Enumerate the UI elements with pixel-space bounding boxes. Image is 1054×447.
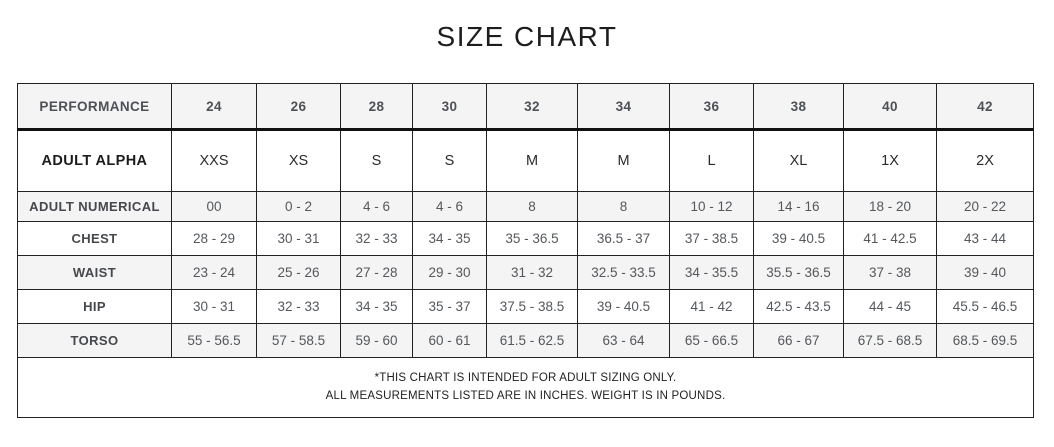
size-value-cell: S xyxy=(412,129,487,192)
size-value-cell: 8 xyxy=(577,191,670,222)
column-header-cell: 34 xyxy=(577,83,670,131)
column-header-cell: 40 xyxy=(843,83,937,131)
size-value-cell: 34 - 35 xyxy=(340,289,413,324)
size-value-cell: 37 - 38 xyxy=(843,255,937,290)
size-value-cell: M xyxy=(486,129,578,192)
size-value-cell: 57 - 58.5 xyxy=(256,323,341,358)
size-chart-table: PERFORMANCE 24 26 28 30 32 34 36 38 40 42 ADULT AL… xyxy=(17,83,1034,418)
row-label-cell: PERFORMANCE xyxy=(17,83,172,131)
measurement-row: TORSO 55 - 56.5 57 - 58.5 59 - 60 60 - 61 61.… xyxy=(17,323,1034,358)
size-value-cell: 8 xyxy=(486,191,578,222)
size-value-cell: 32 - 33 xyxy=(256,289,341,324)
row-label-cell: ADULT NUMERICAL xyxy=(17,191,172,222)
size-value-cell: 34 - 35.5 xyxy=(669,255,754,290)
size-value-cell: 2X xyxy=(936,129,1034,192)
row-label-cell: WAIST xyxy=(17,255,172,290)
size-value-cell: 25 - 26 xyxy=(256,255,341,290)
size-value-cell: 32.5 - 33.5 xyxy=(577,255,670,290)
size-value-cell: 30 - 31 xyxy=(256,221,341,256)
size-value-cell: 0 - 2 xyxy=(256,191,341,222)
column-header-cell: 32 xyxy=(486,83,578,131)
size-value-cell: 45.5 - 46.5 xyxy=(936,289,1034,324)
size-value-cell: M xyxy=(577,129,670,192)
size-value-cell: 67.5 - 68.5 xyxy=(843,323,937,358)
performance-header-row: PERFORMANCE 24 26 28 30 32 34 36 38 40 42 xyxy=(17,83,1034,131)
size-value-cell: 30 - 31 xyxy=(171,289,257,324)
size-value-cell: 31 - 32 xyxy=(486,255,578,290)
size-value-cell: 39 - 40.5 xyxy=(753,221,844,256)
size-value-cell: 43 - 44 xyxy=(936,221,1034,256)
size-value-cell: XL xyxy=(753,129,844,192)
size-value-cell: 37 - 38.5 xyxy=(669,221,754,256)
size-value-cell: 61.5 - 62.5 xyxy=(486,323,578,358)
size-value-cell: 42.5 - 43.5 xyxy=(753,289,844,324)
size-value-cell: 55 - 56.5 xyxy=(171,323,257,358)
size-value-cell: 63 - 64 xyxy=(577,323,670,358)
column-header-cell: 24 xyxy=(171,83,257,131)
column-header-cell: 42 xyxy=(936,83,1034,131)
size-value-cell: 29 - 30 xyxy=(412,255,487,290)
measurement-row: CHEST 28 - 29 30 - 31 32 - 33 34 - 35 35 - 36… xyxy=(17,221,1034,256)
size-value-cell: XXS xyxy=(171,129,257,192)
size-value-cell: 41 - 42.5 xyxy=(843,221,937,256)
size-value-cell: 36.5 - 37 xyxy=(577,221,670,256)
row-label-cell: ADULT ALPHA xyxy=(17,129,172,192)
adult-alpha-row: ADULT ALPHA XXS XS S S M M L XL 1X 2X xyxy=(17,129,1034,192)
footnote-line-2: ALL MEASUREMENTS LISTED ARE IN INCHES. W… xyxy=(325,389,726,402)
size-value-cell: 68.5 - 69.5 xyxy=(936,323,1034,358)
size-value-cell: 27 - 28 xyxy=(340,255,413,290)
page-title: SIZE CHART xyxy=(436,21,618,52)
size-value-cell: 00 xyxy=(171,191,257,222)
size-value-cell: 35.5 - 36.5 xyxy=(753,255,844,290)
size-value-cell: 34 - 35 xyxy=(412,221,487,256)
column-header-cell: 28 xyxy=(340,83,413,131)
footnote-line-1: *THIS CHART IS INTENDED FOR ADULT SIZING… xyxy=(374,371,677,384)
row-label-cell: CHEST xyxy=(17,221,172,256)
size-value-cell: 65 - 66.5 xyxy=(669,323,754,358)
row-label-cell: TORSO xyxy=(17,323,172,358)
row-label-cell: HIP xyxy=(17,289,172,324)
size-value-cell: 44 - 45 xyxy=(843,289,937,324)
size-value-cell: 66 - 67 xyxy=(753,323,844,358)
size-value-cell: 32 - 33 xyxy=(340,221,413,256)
size-value-cell: 4 - 6 xyxy=(340,191,413,222)
size-value-cell: 1X xyxy=(843,129,937,192)
size-value-cell: L xyxy=(669,129,754,192)
size-chart-header: PERFORMANCE 24 26 28 30 32 34 36 38 40 42 xyxy=(17,83,1034,131)
size-value-cell: XS xyxy=(256,129,341,192)
size-value-cell: 59 - 60 xyxy=(340,323,413,358)
column-header-cell: 30 xyxy=(412,83,487,131)
size-value-cell: 39 - 40 xyxy=(936,255,1034,290)
measurement-row: WAIST 23 - 24 25 - 26 27 - 28 29 - 30 31 - 32… xyxy=(17,255,1034,290)
size-value-cell: S xyxy=(340,129,413,192)
size-value-cell: 18 - 20 xyxy=(843,191,937,222)
column-header-cell: 36 xyxy=(669,83,754,131)
column-header-cell: 38 xyxy=(753,83,844,131)
size-value-cell: 14 - 16 xyxy=(753,191,844,222)
size-value-cell: 37.5 - 38.5 xyxy=(486,289,578,324)
size-value-cell: 35 - 37 xyxy=(412,289,487,324)
size-chart-body: ADULT ALPHA XXS XS S S M M L XL 1X 2X ADULT NUMERIC… xyxy=(17,129,1034,358)
size-value-cell: 23 - 24 xyxy=(171,255,257,290)
table-footnote: *THIS CHART IS INTENDED FOR ADULT SIZING… xyxy=(17,357,1034,418)
size-value-cell: 10 - 12 xyxy=(669,191,754,222)
measurement-row: HIP 30 - 31 32 - 33 34 - 35 35 - 37 37.5 - 38… xyxy=(17,289,1034,324)
size-value-cell: 41 - 42 xyxy=(669,289,754,324)
size-value-cell: 35 - 36.5 xyxy=(486,221,578,256)
size-value-cell: 60 - 61 xyxy=(412,323,487,358)
size-value-cell: 4 - 6 xyxy=(412,191,487,222)
size-value-cell: 20 - 22 xyxy=(936,191,1034,222)
size-value-cell: 39 - 40.5 xyxy=(577,289,670,324)
size-value-cell: 28 - 29 xyxy=(171,221,257,256)
size-chart-footer: *THIS CHART IS INTENDED FOR ADULT SIZING… xyxy=(17,357,1034,418)
column-header-cell: 26 xyxy=(256,83,341,131)
footnote-row: *THIS CHART IS INTENDED FOR ADULT SIZING… xyxy=(17,357,1034,418)
